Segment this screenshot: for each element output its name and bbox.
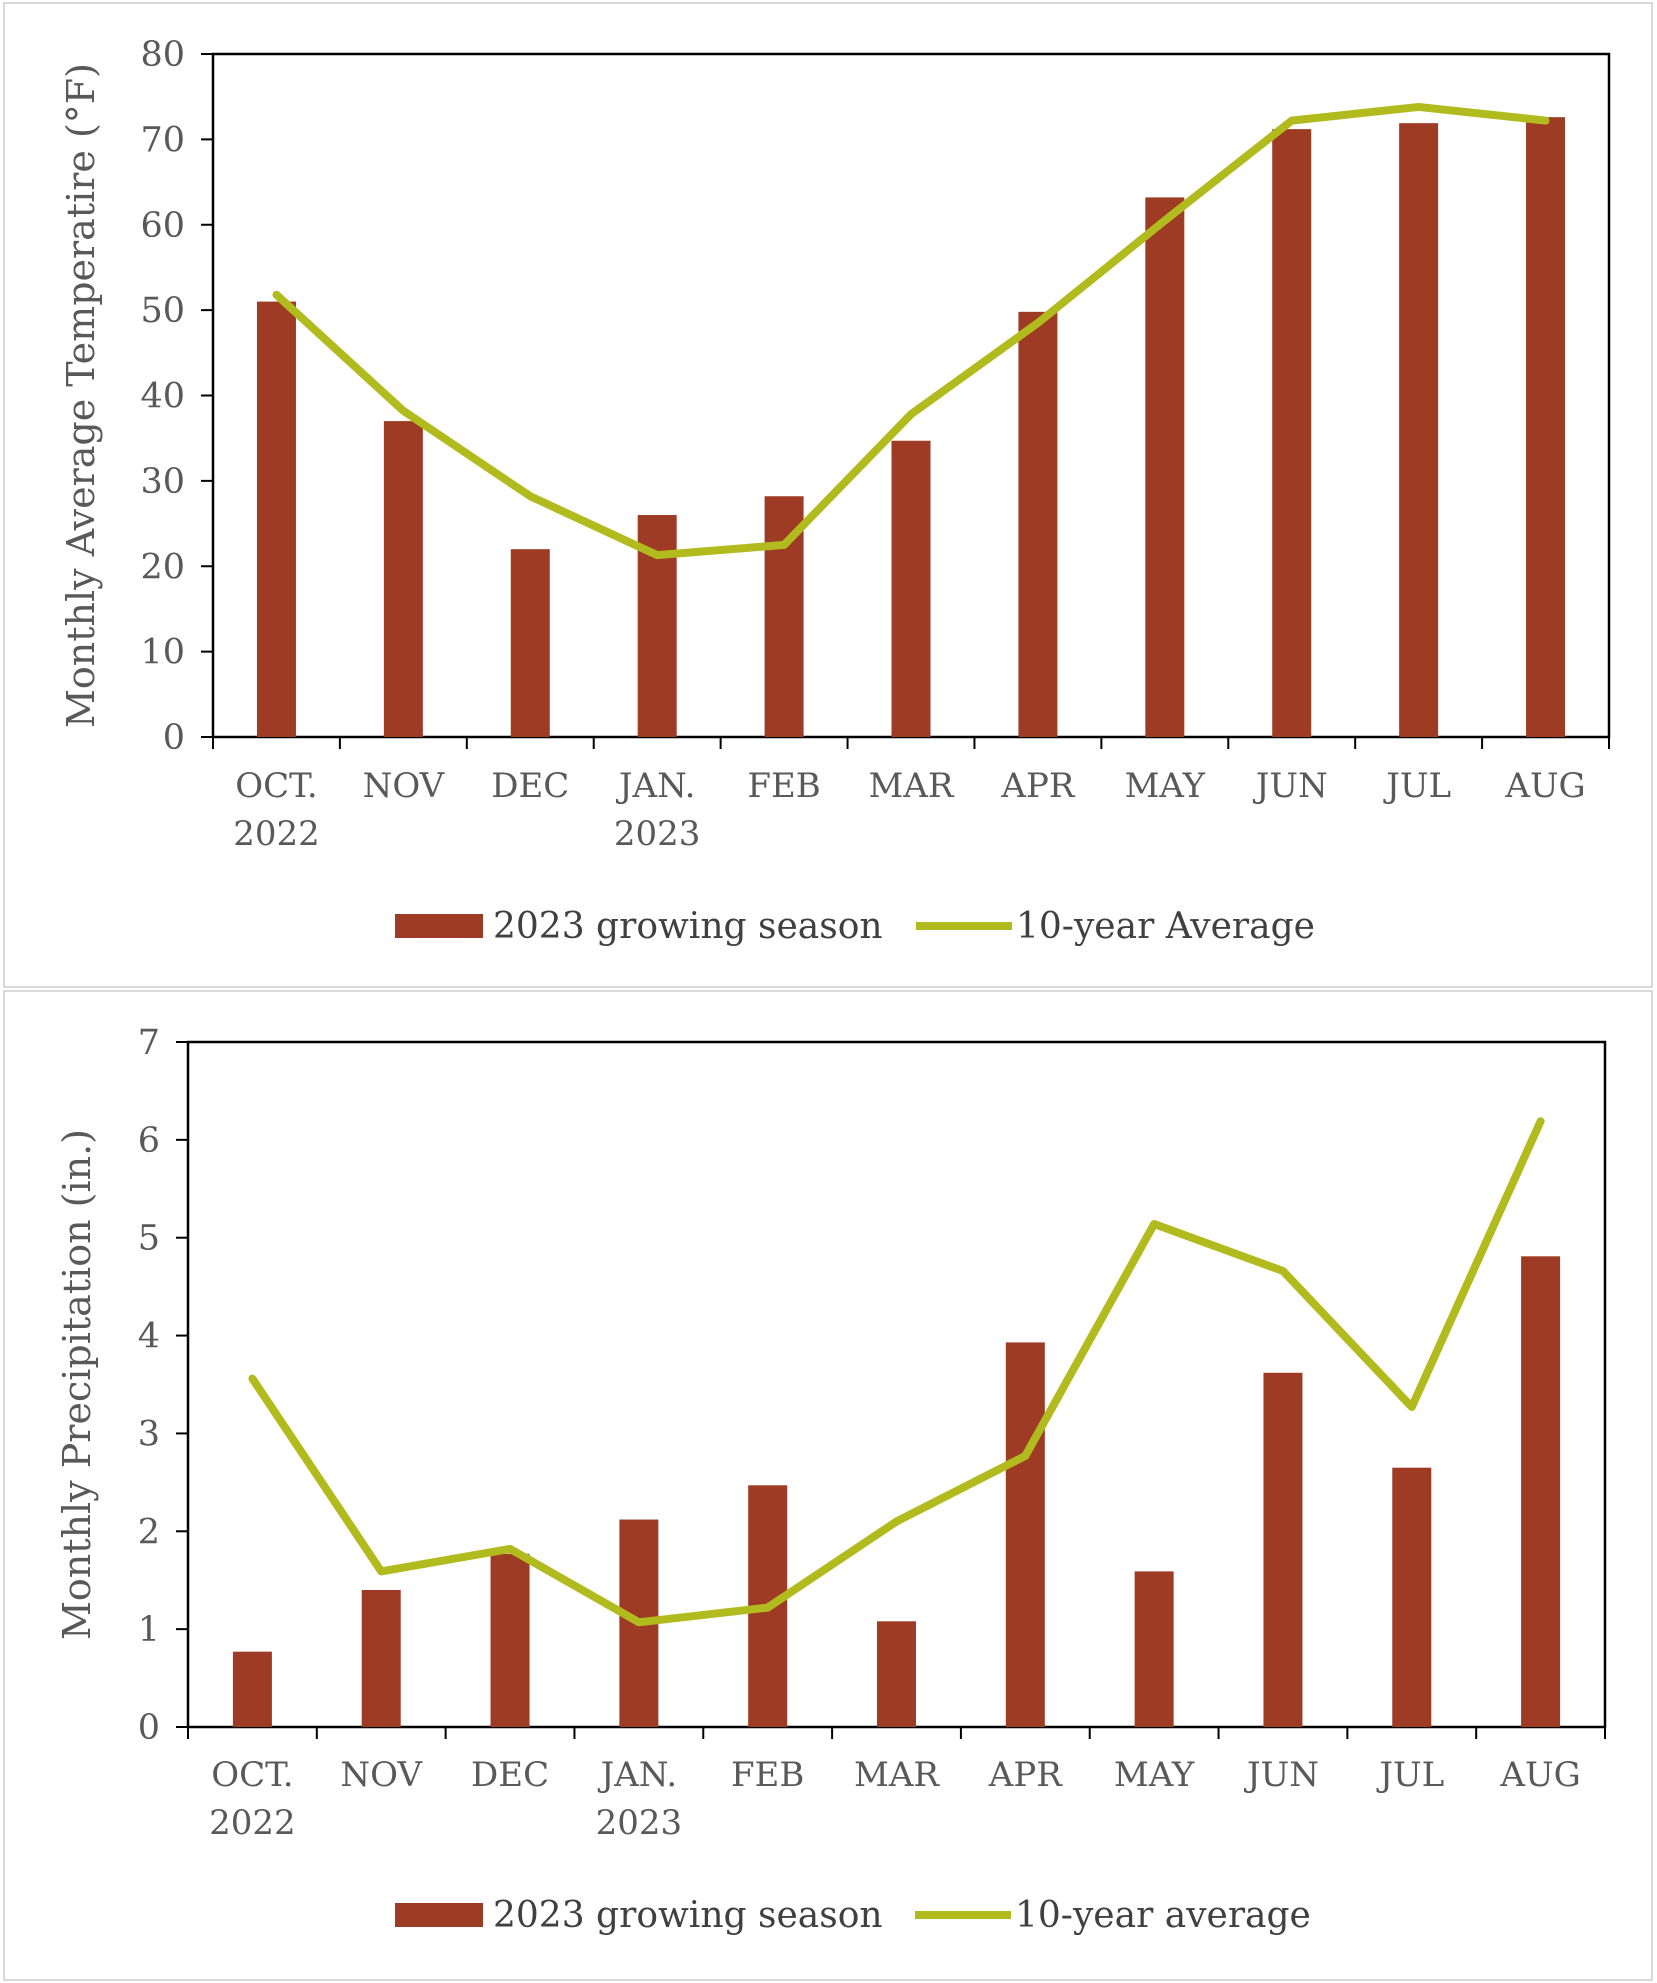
x-category-label: MAR xyxy=(854,1755,940,1795)
legend-swatch-bar xyxy=(395,1903,483,1927)
precipitation-bar xyxy=(1263,1372,1303,1727)
x-category-label: JAN. xyxy=(616,766,696,806)
y-tick-label: 7 xyxy=(138,1023,160,1063)
x-category-label: JUN xyxy=(1244,1755,1319,1795)
x-category-label: 2022 xyxy=(209,1803,296,1843)
y-tick-label: 20 xyxy=(140,547,185,587)
precipitation-chart: 0 1 2 3 4 5 6 7 OCT. 2022 NOV DEC JAN. 2023 FEB MAR APR M… xyxy=(55,1023,1607,1936)
x-category-label: OCT. xyxy=(235,766,317,806)
precipitation-bar xyxy=(361,1590,401,1727)
y-tick-label: 3 xyxy=(138,1414,160,1454)
x-category-label: 2023 xyxy=(614,814,701,854)
x-category-label: JUN xyxy=(1253,766,1328,806)
y-tick-label: 60 xyxy=(140,206,185,246)
legend-label: 2023 growing season xyxy=(493,1895,883,1936)
legend-label: 10-year Average xyxy=(1016,906,1315,947)
precipitation-bar xyxy=(1521,1256,1561,1727)
y-tick-label: 6 xyxy=(138,1121,160,1161)
x-category-label: NOV xyxy=(340,1755,423,1795)
temperature-average-line xyxy=(272,102,1550,560)
temperature-bar xyxy=(1272,129,1312,737)
x-category-label: OCT. xyxy=(211,1755,293,1795)
x-category-label: FEB xyxy=(731,1755,804,1795)
x-category-label: MAR xyxy=(869,766,955,806)
x-category-label: JUL xyxy=(1376,1755,1444,1795)
temperature-bar xyxy=(891,440,931,737)
y-tick-label: 4 xyxy=(138,1317,160,1357)
x-category-label: 2023 xyxy=(596,1803,683,1843)
precipitation-bar xyxy=(1392,1467,1432,1727)
x-category-label: JUL xyxy=(1383,766,1451,806)
precipitation-bar xyxy=(490,1553,530,1727)
x-category-label: APR xyxy=(988,1755,1063,1795)
y-tick-label: 30 xyxy=(140,462,185,502)
temperature-bar xyxy=(1018,311,1058,737)
temperature-bar xyxy=(510,549,550,737)
x-category-label: NOV xyxy=(363,766,446,806)
x-category-label: APR xyxy=(1000,766,1075,806)
y-tick-label: 0 xyxy=(163,718,185,758)
y-tick-label: 80 xyxy=(140,35,185,75)
temperature-bar xyxy=(383,421,423,737)
y-tick-label: 2 xyxy=(138,1512,160,1552)
temperature-chart-panel: 0 10 20 30 40 50 60 70 80 OCT. 2022 NOV DEC JAN. 2023 F… xyxy=(3,2,1653,988)
y-tick-label: 50 xyxy=(140,291,185,331)
x-category-label: 2022 xyxy=(233,814,320,854)
precipitation-average-line xyxy=(248,1117,1545,1627)
legend-label: 2023 growing season xyxy=(493,906,883,947)
y-tick-label: 5 xyxy=(138,1219,160,1259)
y-tick-label: 70 xyxy=(140,120,185,160)
y-axis-title: Monthly Precipitation (in.) xyxy=(55,1129,99,1640)
x-category-label: DEC xyxy=(491,766,569,806)
temperature-bar xyxy=(256,301,296,737)
x-category-label: JAN. xyxy=(598,1755,678,1795)
precipitation-bar xyxy=(232,1651,272,1727)
temperature-chart: 0 10 20 30 40 50 60 70 80 OCT. 2022 NOV DEC JAN. 2023 F… xyxy=(59,35,1611,947)
precipitation-bar xyxy=(1005,1342,1045,1727)
precipitation-bar xyxy=(1134,1571,1174,1727)
x-category-label: DEC xyxy=(471,1755,549,1795)
x-category-label: AUG xyxy=(1504,766,1585,806)
temperature-bar xyxy=(1526,117,1566,738)
x-category-label: MAY xyxy=(1125,766,1206,806)
precipitation-chart-panel: 0 1 2 3 4 5 6 7 OCT. 2022 NOV DEC JAN. 2023 FEB MAR APR M… xyxy=(3,990,1653,1981)
legend-swatch-bar xyxy=(395,914,483,938)
y-axis-title: Monthly Average Temperatire (°F) xyxy=(59,63,103,728)
x-category-label: AUG xyxy=(1499,1755,1580,1795)
x-category-label: FEB xyxy=(747,766,820,806)
temperature-bar xyxy=(1145,197,1185,737)
temperature-bar xyxy=(1399,123,1439,737)
y-tick-label: 0 xyxy=(138,1708,160,1748)
y-tick-label: 10 xyxy=(140,633,185,673)
y-tick-label: 40 xyxy=(140,377,185,417)
y-tick-label: 1 xyxy=(138,1610,160,1650)
legend-label: 10-year average xyxy=(1015,1895,1311,1936)
precipitation-bar xyxy=(877,1621,916,1727)
x-category-label: MAY xyxy=(1114,1755,1195,1795)
